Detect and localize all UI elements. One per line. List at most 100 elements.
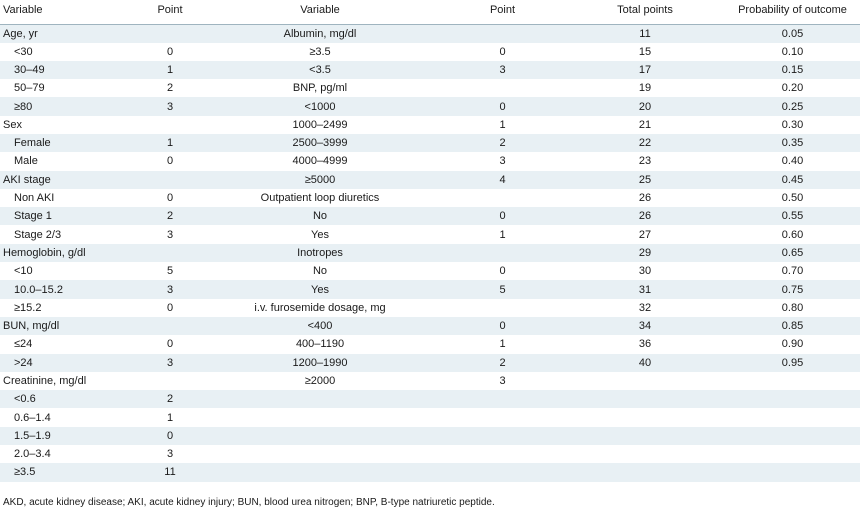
cell-point-2: 0 [499,210,506,223]
cell-total-points: 22 [638,137,652,150]
cell-point-1: 3 [166,228,174,241]
cell-point-1: 3 [166,100,174,113]
cell-total-points [565,372,725,390]
cell-point-2: 0 [499,320,506,333]
table-header: Variable Point Variable Point Total poin… [0,0,860,25]
cell-point-2: 5 [499,283,506,296]
cell-point-2 [440,463,565,481]
cell-point-2: 3 [499,63,506,76]
cell-probability: 0.85 [781,320,804,333]
cell-total-points: 23 [638,155,652,168]
cell-total-points: 25 [638,173,652,186]
cell-variable-2: i.v. furosemide dosage, mg [254,301,386,314]
cell-point-2 [440,244,565,262]
cell-point-1 [140,171,200,189]
cell-probability: 0.90 [781,338,804,351]
cell-point-1: 1 [166,411,174,424]
cell-point-2 [440,24,565,43]
table-row: <10 5 No 0 30 0.70 [0,262,860,281]
cell-variable-2: Albumin, mg/dl [283,27,357,40]
cell-variable-2: ≥5000 [304,173,336,186]
table-row: <30 0 ≥3.5 0 15 0.10 [0,42,860,61]
cell-variable-1: Male [14,155,38,168]
table-footnote: AKD, acute kidney disease; AKI, acute ki… [3,497,495,508]
cell-point-2: 1 [499,338,506,351]
table-row: <0.6 2 [0,390,860,409]
cell-probability: 0.30 [781,118,804,131]
cell-probability: 0.70 [781,265,804,278]
table-row: Creatinine, mg/dl ≥2000 3 [0,371,860,391]
cell-total-points [565,445,725,463]
cell-probability: 0.95 [781,356,804,369]
cell-variable-2 [200,408,440,426]
cell-variable-1: 2.0–3.4 [14,448,51,461]
cell-point-1: 2 [166,393,174,406]
table-row: ≤24 0 400–1190 1 36 0.90 [0,335,860,354]
cell-probability: 0.40 [781,155,804,168]
table-row: Sex 1000–2499 1 21 0.30 [0,115,860,134]
table-row: Stage 1 2 No 0 26 0.55 [0,207,860,226]
cell-point-1: 0 [166,338,174,351]
cell-point-2: 3 [499,155,506,168]
cell-variable-2: 400–1190 [295,338,345,351]
cell-total-points: 15 [638,45,652,58]
table-row: >24 3 1200–1990 2 40 0.95 [0,353,860,372]
cell-variable-1: 10.0–15.2 [14,283,63,296]
cell-point-1 [140,372,200,390]
cell-probability [725,445,860,463]
cell-variable-1: ≥80 [14,100,33,113]
cell-point-1: 0 [166,192,174,205]
cell-variable-2: No [312,265,328,278]
cell-point-2: 1 [499,228,506,241]
cell-probability: 0.55 [781,210,804,223]
cell-variable-1: Hemoglobin, g/dl [3,246,86,259]
cell-point-2: 0 [499,265,506,278]
cell-variable-1: Stage 2/3 [14,228,62,241]
cell-variable-1: Stage 1 [14,210,52,223]
header-total-points: Total points [565,0,725,25]
table-row: 2.0–3.4 3 [0,445,860,464]
cell-total-points: 32 [638,301,652,314]
cell-point-2: 3 [499,374,506,387]
table-row: AKI stage ≥5000 4 25 0.45 [0,170,860,189]
cell-total-points: 21 [638,118,652,131]
cell-variable-1: <0.6 [14,393,36,406]
cell-variable-1: Age, yr [3,27,38,40]
cell-variable-2 [200,427,440,445]
cell-point-1: 3 [166,356,174,369]
header-row: Variable Point Variable Point Total poin… [0,0,860,25]
cell-point-1: 2 [166,82,174,95]
cell-point-1: 1 [166,137,174,150]
table-row: 10.0–15.2 3 Yes 5 31 0.75 [0,280,860,299]
cell-point-2: 0 [499,45,506,58]
cell-total-points: 17 [638,63,652,76]
cell-total-points: 19 [638,82,652,95]
cell-probability [725,390,860,408]
cell-total-points: 11 [639,27,651,40]
cell-variable-1: >24 [14,356,33,369]
table-row: Hemoglobin, g/dl Inotropes 29 0.65 [0,243,860,263]
cell-probability: 0.60 [781,228,804,241]
cell-total-points [565,427,725,445]
header-variable-2: Variable [200,0,440,25]
cell-variable-2 [200,390,440,408]
cell-point-2 [440,408,565,426]
cell-variable-2: 1000–2499 [292,118,348,131]
cell-point-1: 11 [164,466,176,479]
cell-variable-2: Yes [311,228,329,241]
cell-probability [725,463,860,481]
cell-total-points: 36 [638,338,652,351]
cell-probability [725,408,860,426]
cell-probability: 0.20 [781,82,804,95]
cell-total-points: 40 [638,356,652,369]
cell-variable-1: 0.6–1.4 [14,411,51,424]
cell-probability: 0.10 [781,45,804,58]
cell-probability: 0.65 [781,246,804,259]
cell-variable-1: 30–49 [14,63,45,76]
cell-variable-2: <1000 [304,100,336,113]
cell-variable-1: Creatinine, mg/dl [3,374,87,387]
cell-point-1: 0 [166,45,174,58]
cell-variable-2: 4000–4999 [292,155,348,168]
cell-variable-1: 50–79 [14,82,45,95]
cell-variable-1: <10 [14,265,33,278]
